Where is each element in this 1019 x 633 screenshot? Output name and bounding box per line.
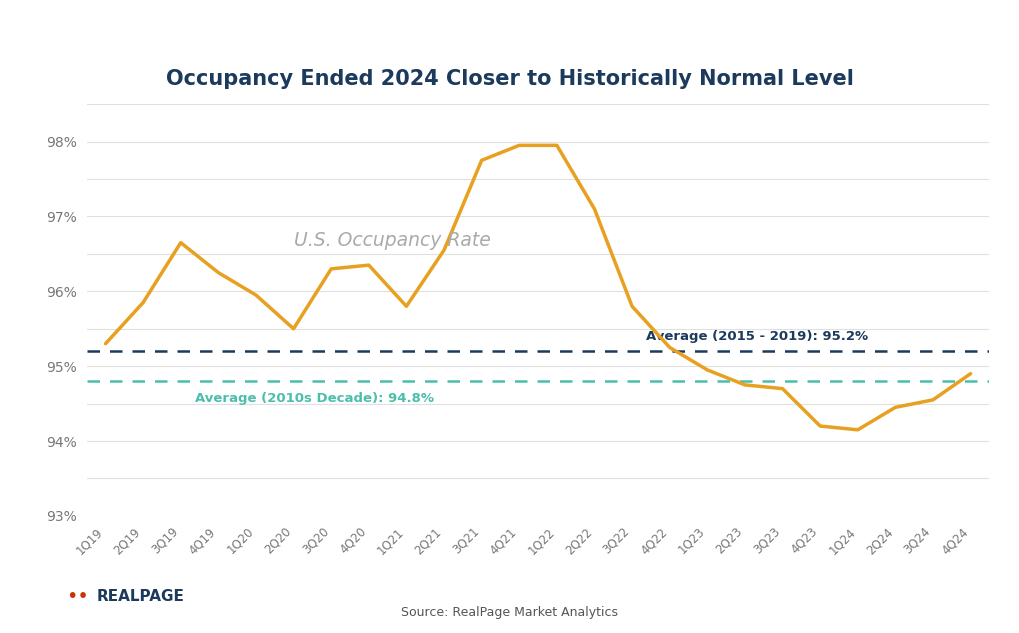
Text: Source: RealPage Market Analytics: Source: RealPage Market Analytics	[401, 606, 618, 618]
Text: Average (2015 - 2019): 95.2%: Average (2015 - 2019): 95.2%	[646, 330, 867, 343]
Text: ••: ••	[66, 587, 89, 606]
Text: Average (2010s Decade): 94.8%: Average (2010s Decade): 94.8%	[195, 392, 434, 405]
Text: Occupancy Ended 2024 Closer to Historically Normal Level: Occupancy Ended 2024 Closer to Historica…	[166, 69, 853, 89]
Text: U.S. Occupancy Rate: U.S. Occupancy Rate	[294, 231, 490, 250]
Text: REALPAGE: REALPAGE	[97, 589, 184, 604]
